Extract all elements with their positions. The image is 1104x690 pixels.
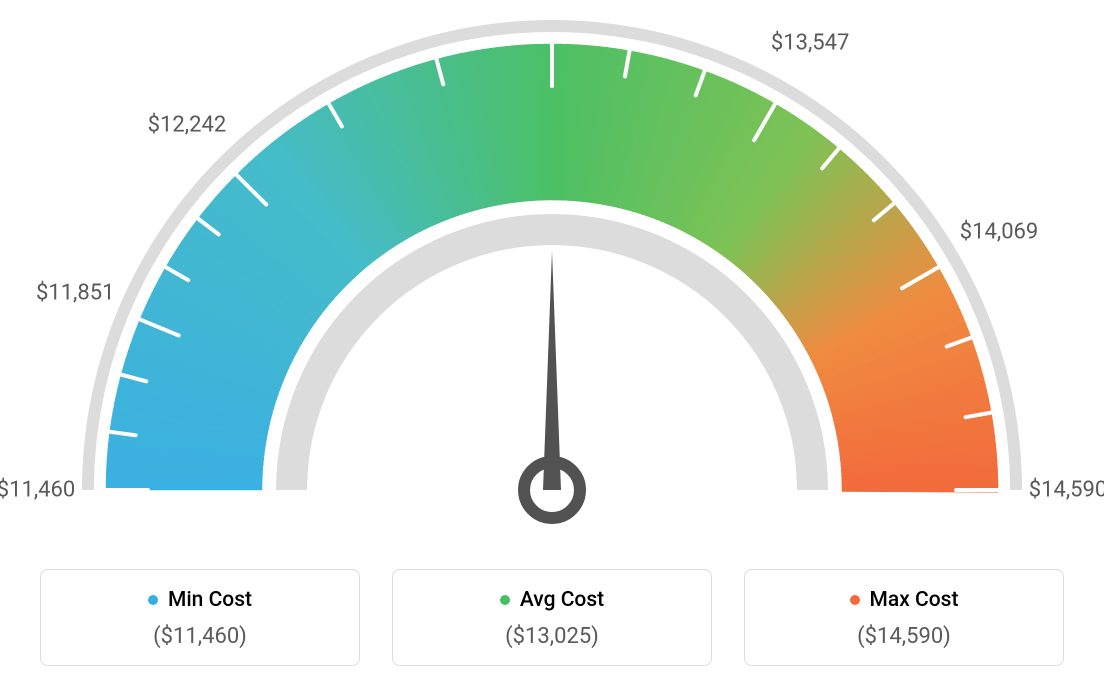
legend-row: Min Cost ($11,460) Avg Cost ($13,025) Ma… xyxy=(0,569,1104,666)
legend-card-avg: Avg Cost ($13,025) xyxy=(392,569,712,666)
gauge-svg xyxy=(0,0,1104,550)
legend-card-min: Min Cost ($11,460) xyxy=(40,569,360,666)
gauge-tick-label: $13,547 xyxy=(771,31,850,56)
legend-value-min: ($11,460) xyxy=(51,624,349,649)
legend-value-max: ($14,590) xyxy=(755,624,1053,649)
gauge-tick-label: $12,242 xyxy=(148,113,227,138)
legend-value-avg: ($13,025) xyxy=(403,624,701,649)
legend-title-label: Max Cost xyxy=(870,588,959,612)
gauge-tick-label: $11,460 xyxy=(0,478,75,503)
legend-title-min: Min Cost xyxy=(148,588,252,612)
cost-gauge: $11,460$11,851$12,242$13,025$13,547$14,0… xyxy=(0,0,1104,550)
legend-title-label: Avg Cost xyxy=(520,588,604,612)
gauge-tick-label: $14,069 xyxy=(960,220,1039,245)
legend-card-max: Max Cost ($14,590) xyxy=(744,569,1064,666)
legend-title-label: Min Cost xyxy=(168,588,252,612)
gauge-tick-label: $14,590 xyxy=(1029,478,1104,503)
legend-title-avg: Avg Cost xyxy=(500,588,604,612)
gauge-tick-label: $11,851 xyxy=(36,280,115,305)
legend-title-max: Max Cost xyxy=(850,588,959,612)
